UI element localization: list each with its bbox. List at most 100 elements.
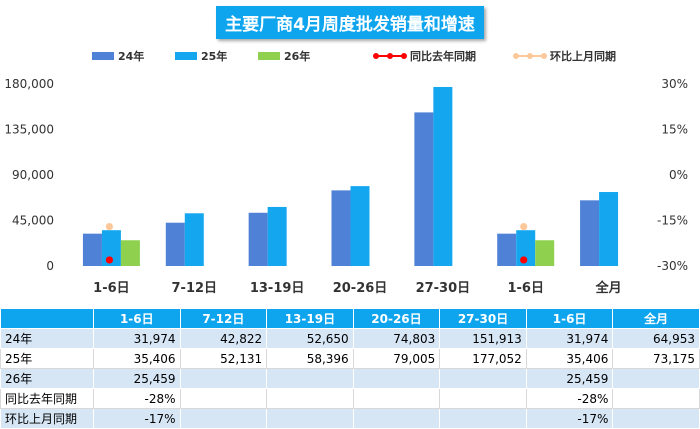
bar-24年-2 — [248, 212, 268, 266]
table-cell: 35,406 — [93, 348, 181, 369]
row-label: 环比上月同期 — [0, 408, 94, 429]
legend-swatch — [175, 52, 197, 60]
legend-marker — [541, 53, 547, 59]
table-cell — [179, 388, 268, 409]
bar-24年-6 — [580, 200, 600, 266]
left-tick-label: 0 — [46, 259, 54, 273]
table-row: 环比上月同期 -17% -17% — [0, 408, 700, 429]
table-header-cell: 27-30日 — [439, 308, 527, 329]
legend-label: 26年 — [284, 49, 310, 63]
legend-swatch — [258, 52, 280, 60]
table-header-cell: 20-26日 — [352, 308, 441, 329]
legend-label: 环比上月同期 — [550, 49, 616, 63]
table-corner — [0, 308, 94, 329]
table-cell — [266, 388, 354, 409]
bar-26年-5 — [535, 240, 555, 266]
legend-item-4: 环比上月同期 — [513, 49, 616, 63]
table-cell — [179, 368, 268, 389]
legend-item-1: 25年 — [175, 49, 227, 63]
bar-26年-0 — [120, 240, 140, 266]
table-cell: 52,131 — [179, 348, 268, 369]
point-同比去年同期-5 — [520, 256, 528, 264]
table-cell — [179, 408, 268, 429]
table-cell — [352, 368, 441, 389]
bar-25年-0 — [101, 230, 121, 266]
table-row: 26年 25,459 25,459 — [0, 368, 700, 389]
table-cell — [439, 388, 527, 409]
bar-25年-4 — [433, 86, 453, 266]
legend-marker — [527, 53, 533, 59]
left-tick-label: 180,000 — [4, 77, 54, 91]
table-cell: 52,650 — [266, 328, 354, 349]
legend-label: 同比去年同期 — [410, 49, 476, 63]
legend-marker — [401, 53, 407, 59]
table-header-row: 1-6日 7-12日 13-19日 20-26日 27-30日 1-6日 全月 — [0, 308, 700, 329]
chart-title: 主要厂商4月周度批发销量和增速 — [216, 6, 484, 39]
row-label: 24年 — [0, 328, 94, 349]
table-cell — [439, 408, 527, 429]
table-cell: 31,974 — [93, 328, 181, 349]
right-tick-label: 0% — [669, 168, 688, 182]
table-cell: 58,396 — [266, 348, 354, 369]
legend-label: 25年 — [201, 49, 227, 63]
x-tick-label: 1-6日 — [93, 281, 130, 296]
table-cell: -17% — [525, 408, 614, 429]
table-cell: 177,052 — [439, 348, 527, 369]
row-label: 26年 — [0, 368, 94, 389]
bar-25年-3 — [350, 186, 370, 266]
legend-marker — [387, 53, 393, 59]
table-header-cell: 1-6日 — [93, 308, 181, 329]
table-row: 同比去年同期 -28% -28% — [0, 388, 700, 409]
bar-25年-1 — [184, 213, 204, 266]
table-cell — [612, 388, 700, 409]
left-tick-label: 90,000 — [12, 168, 54, 182]
legend-item-0: 24年 — [92, 49, 144, 63]
table-cell — [612, 408, 700, 429]
table-cell: 64,953 — [612, 328, 700, 349]
x-tick-label: 1-6日 — [507, 281, 544, 296]
right-tick-label: -15% — [657, 214, 688, 228]
bar-24年-1 — [165, 222, 185, 266]
table-cell: 42,822 — [179, 328, 268, 349]
x-tick-label: 20-26日 — [333, 281, 388, 296]
row-label: 同比去年同期 — [0, 388, 94, 409]
legend-label: 24年 — [118, 49, 144, 63]
bar-24年-3 — [331, 190, 351, 266]
table-row: 24年 31,974 42,822 52,650 74,803 151,913 … — [0, 328, 700, 349]
table-cell: -28% — [93, 388, 181, 409]
left-tick-label: 135,000 — [4, 123, 54, 137]
x-tick-label: 7-12日 — [172, 281, 218, 296]
table-cell: 31,974 — [525, 328, 614, 349]
bar-25年-6 — [599, 192, 619, 266]
table-cell: 73,175 — [612, 348, 700, 369]
bar-25年-5 — [516, 230, 536, 266]
right-tick-label: 15% — [661, 123, 688, 137]
x-tick-label: 全月 — [595, 280, 622, 296]
x-tick-label: 27-30日 — [416, 281, 471, 296]
table-cell: 79,005 — [352, 348, 441, 369]
table-cell: 25,459 — [93, 368, 181, 389]
table-cell — [352, 408, 441, 429]
table-cell: 151,913 — [439, 328, 527, 349]
table-cell: 25,459 — [525, 368, 614, 389]
legend-item-2: 26年 — [258, 49, 310, 63]
right-axis: -30% -15% 0% 15% 30% — [657, 77, 688, 273]
point-同比去年同期-0 — [105, 256, 114, 264]
x-tick-label: 13-19日 — [250, 281, 305, 296]
table-cell — [266, 368, 354, 389]
bar-24年-4 — [414, 112, 434, 266]
legend-item-3: 同比去年同期 — [373, 49, 476, 63]
left-tick-label: 45,000 — [12, 214, 54, 228]
table-header-cell: 1-6日 — [525, 308, 614, 329]
x-axis-labels: 1-6日 7-12日 13-19日 20-26日 27-30日 1-6日 全月 — [93, 280, 621, 296]
right-tick-label: -30% — [657, 259, 688, 273]
data-table: 1-6日 7-12日 13-19日 20-26日 27-30日 1-6日 全月 … — [0, 308, 700, 429]
right-tick-label: 30% — [661, 77, 688, 91]
legend-marker — [373, 53, 379, 59]
bar-24年-0 — [82, 233, 102, 266]
left-axis: 0 45,000 90,000 135,000 180,000 — [4, 77, 54, 273]
point-环比上月同期-5 — [520, 222, 528, 231]
bar-24年-5 — [497, 233, 517, 266]
table-header-cell: 7-12日 — [179, 308, 268, 329]
legend: 24年 25年 26年 同比去年同期 环比上月同期 — [92, 49, 616, 63]
